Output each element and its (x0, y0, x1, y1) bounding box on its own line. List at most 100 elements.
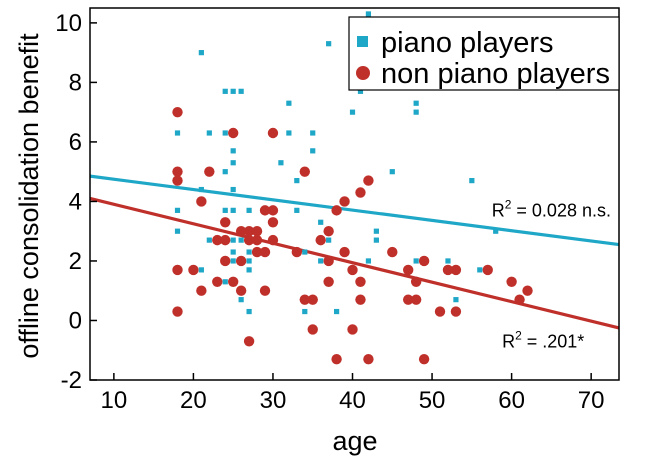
point-piano (373, 228, 379, 234)
point-nonpiano (188, 264, 199, 276)
point-nonpiano (339, 246, 350, 258)
point-piano (246, 267, 252, 273)
point-nonpiano (339, 196, 350, 207)
x-tick-label: 60 (498, 387, 525, 414)
fit-line-nonpiano (89, 196, 620, 330)
point-nonpiano (442, 264, 454, 276)
r2-prefix: R (492, 200, 505, 220)
fit-lines-layer (89, 174, 620, 330)
point-nonpiano (522, 285, 533, 296)
x-tick-label: 20 (180, 387, 207, 414)
point-nonpiano (450, 264, 462, 276)
r2-prefix: R (502, 331, 515, 351)
plot-frame (89, 7, 620, 381)
point-nonpiano (331, 353, 342, 365)
point-piano (326, 41, 332, 47)
r2-superscript: 2 (505, 197, 512, 211)
point-nonpiano (259, 205, 271, 216)
annotations-layer: R2 = 0.028 n.s.R2 = .201* (492, 197, 611, 351)
y-tick-label: 0 (69, 307, 82, 334)
point-piano (198, 186, 204, 193)
point-nonpiano (299, 294, 310, 305)
y-tick-label: 8 (69, 69, 82, 96)
point-nonpiano (514, 294, 525, 305)
point-piano (278, 160, 284, 166)
point-nonpiano (227, 127, 239, 139)
point-nonpiano (267, 205, 279, 216)
point-piano (318, 219, 324, 225)
legend-marker-piano (357, 36, 368, 47)
data-points-layer (172, 11, 533, 365)
point-nonpiano (355, 294, 366, 305)
point-piano (413, 258, 419, 264)
point-nonpiano (307, 294, 318, 305)
point-nonpiano (251, 246, 263, 258)
point-piano (246, 308, 252, 315)
point-nonpiano (172, 106, 183, 118)
legend: piano players non piano players (348, 16, 620, 91)
point-piano (230, 160, 236, 166)
point-nonpiano (347, 324, 358, 335)
point-nonpiano (235, 285, 247, 296)
point-nonpiano (323, 255, 334, 267)
point-nonpiano (331, 205, 342, 216)
point-piano (230, 258, 236, 264)
point-nonpiano (506, 276, 517, 287)
point-nonpiano (347, 264, 358, 276)
point-nonpiano (307, 324, 318, 335)
point-nonpiano (259, 246, 271, 258)
point-piano (206, 130, 212, 136)
x-tick-label: 50 (419, 387, 446, 414)
point-nonpiano (299, 166, 310, 177)
point-nonpiano (363, 353, 374, 365)
point-piano (230, 186, 236, 193)
point-nonpiano (402, 294, 414, 305)
point-nonpiano (243, 234, 255, 246)
point-piano (238, 237, 244, 243)
point-piano (413, 109, 419, 115)
point-nonpiano (450, 306, 462, 317)
point-piano (286, 130, 292, 136)
point-piano (365, 258, 372, 264)
point-nonpiano (291, 246, 303, 258)
point-piano (230, 207, 236, 213)
point-piano (222, 279, 228, 285)
point-nonpiano (267, 217, 279, 228)
point-nonpiano (482, 264, 493, 276)
y-tick-label: 4 (69, 188, 82, 215)
point-piano (174, 228, 181, 234)
point-piano (334, 308, 340, 315)
point-piano (238, 297, 244, 303)
point-nonpiano (363, 175, 374, 186)
point-piano (174, 130, 181, 136)
r2-value: = 0.028 n.s. (511, 200, 611, 220)
point-nonpiano (323, 226, 334, 237)
r2-value: = .201* (522, 331, 585, 351)
point-piano (246, 258, 252, 264)
point-nonpiano (235, 226, 247, 237)
point-piano (222, 169, 228, 175)
y-axis-title: offline consolidation benefit (14, 33, 44, 359)
point-piano (302, 308, 308, 315)
point-nonpiano (267, 127, 279, 139)
x-axis-title: age (332, 426, 377, 456)
point-nonpiano (196, 196, 207, 207)
point-piano (294, 207, 300, 213)
legend-label-piano: piano players (381, 27, 554, 59)
point-piano (206, 237, 212, 243)
point-piano (477, 267, 483, 273)
x-tick-label: 30 (260, 387, 287, 414)
r2-annotation-piano: R2 = 0.028 n.s. (492, 197, 611, 220)
point-nonpiano (243, 226, 255, 237)
point-piano (445, 258, 451, 264)
point-nonpiano (172, 306, 183, 317)
y-tick-label: -2 (61, 367, 82, 394)
point-piano (493, 228, 499, 234)
x-tick-label: 70 (578, 387, 605, 414)
point-piano (373, 237, 379, 243)
point-piano (365, 11, 372, 17)
point-piano (389, 169, 395, 175)
point-piano (453, 297, 459, 303)
point-nonpiano (172, 175, 183, 186)
point-nonpiano (220, 255, 231, 267)
